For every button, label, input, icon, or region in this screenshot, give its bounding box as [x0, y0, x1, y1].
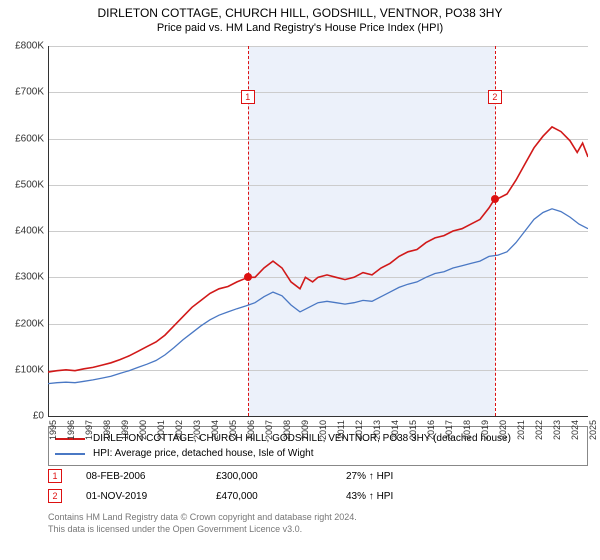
marker-row: 2 01-NOV-2019 £470,000 43% ↑ HPI — [48, 486, 588, 506]
x-axis-label: 2002 — [174, 420, 184, 450]
x-axis-label: 2008 — [282, 420, 292, 450]
marker-point — [491, 195, 499, 203]
marker-table: 1 08-FEB-2006 £300,000 27% ↑ HPI 2 01-NO… — [48, 466, 588, 506]
x-axis-label: 2003 — [192, 420, 202, 450]
footer-line2: This data is licensed under the Open Gov… — [48, 524, 357, 536]
x-axis-label: 2015 — [408, 420, 418, 450]
x-axis-label: 2013 — [372, 420, 382, 450]
x-axis-label: 2019 — [480, 420, 490, 450]
x-axis-label: 2011 — [336, 420, 346, 450]
y-axis-label: £600K — [4, 133, 44, 144]
y-axis-label: £800K — [4, 41, 44, 52]
x-axis-label: 2007 — [264, 420, 274, 450]
x-axis-label: 2021 — [516, 420, 526, 450]
y-axis-label: £500K — [4, 179, 44, 190]
x-axis-label: 1996 — [66, 420, 76, 450]
chart-title: DIRLETON COTTAGE, CHURCH HILL, GODSHILL,… — [0, 6, 600, 20]
x-axis-label: 1995 — [48, 420, 58, 450]
x-axis-label: 2001 — [156, 420, 166, 450]
y-axis-label: £700K — [4, 87, 44, 98]
x-axis — [48, 416, 588, 417]
marker-row: 1 08-FEB-2006 £300,000 27% ↑ HPI — [48, 466, 588, 486]
footer-line1: Contains HM Land Registry data © Crown c… — [48, 512, 357, 524]
marker-label: 1 — [241, 90, 255, 104]
marker-price: £300,000 — [216, 471, 346, 482]
legend-swatch-hpi — [55, 453, 85, 455]
x-axis-label: 2004 — [210, 420, 220, 450]
marker-pct: 27% ↑ HPI — [346, 471, 476, 482]
chart-container: DIRLETON COTTAGE, CHURCH HILL, GODSHILL,… — [0, 0, 600, 560]
y-axis-label: £200K — [4, 318, 44, 329]
marker-label: 2 — [488, 90, 502, 104]
marker-badge: 2 — [48, 489, 62, 503]
marker-date: 08-FEB-2006 — [86, 471, 216, 482]
x-axis-label: 2024 — [570, 420, 580, 450]
x-axis-label: 2016 — [426, 420, 436, 450]
x-axis-label: 2012 — [354, 420, 364, 450]
x-axis-label: 2023 — [552, 420, 562, 450]
footer-note: Contains HM Land Registry data © Crown c… — [48, 512, 357, 535]
x-axis-label: 2005 — [228, 420, 238, 450]
chart-subtitle: Price paid vs. HM Land Registry's House … — [0, 22, 600, 34]
x-axis-label: 2020 — [498, 420, 508, 450]
x-axis-label: 2006 — [246, 420, 256, 450]
x-axis-label: 2000 — [138, 420, 148, 450]
series-property — [48, 127, 588, 372]
x-axis-label: 2010 — [318, 420, 328, 450]
y-axis-label: £300K — [4, 272, 44, 283]
x-axis-label: 2009 — [300, 420, 310, 450]
y-axis-label: £400K — [4, 226, 44, 237]
y-axis-label: £100K — [4, 364, 44, 375]
series-hpi — [48, 209, 588, 384]
marker-date: 01-NOV-2019 — [86, 491, 216, 502]
chart-plot-area: 12 — [48, 46, 588, 416]
x-axis-label: 2017 — [444, 420, 454, 450]
x-axis-label: 2022 — [534, 420, 544, 450]
x-axis-label: 1997 — [84, 420, 94, 450]
marker-pct: 43% ↑ HPI — [346, 491, 476, 502]
marker-point — [244, 273, 252, 281]
chart-svg — [48, 46, 588, 416]
title-block: DIRLETON COTTAGE, CHURCH HILL, GODSHILL,… — [0, 0, 600, 34]
x-axis-label: 1998 — [102, 420, 112, 450]
x-axis-label: 2018 — [462, 420, 472, 450]
y-axis-label: £0 — [4, 411, 44, 422]
marker-price: £470,000 — [216, 491, 346, 502]
x-axis-label: 1999 — [120, 420, 130, 450]
marker-badge: 1 — [48, 469, 62, 483]
x-axis-label: 2025 — [588, 420, 598, 450]
x-axis-label: 2014 — [390, 420, 400, 450]
